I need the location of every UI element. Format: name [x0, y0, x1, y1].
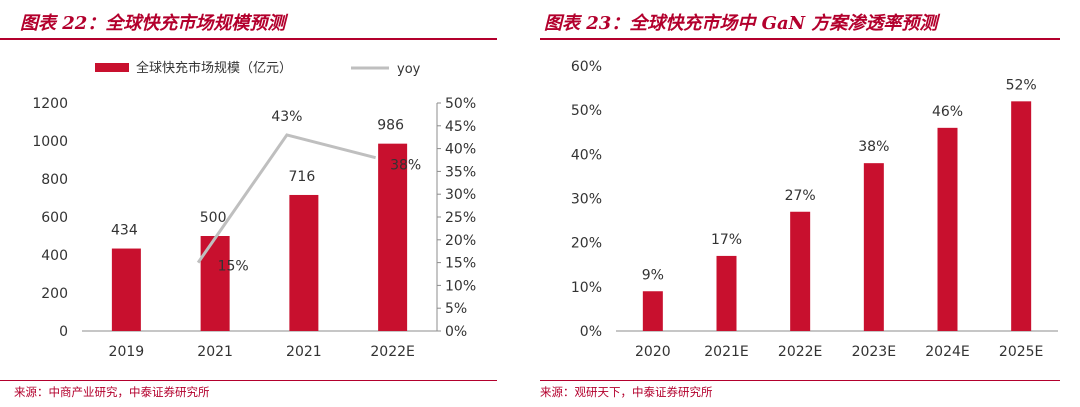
bar-value-label: 52%	[1006, 77, 1037, 93]
x-tick-label: 2022E	[370, 344, 414, 360]
bar	[937, 127, 958, 331]
x-tick-label: 2024E	[925, 344, 969, 360]
y-tick-label: 20%	[571, 236, 602, 252]
gan-penetration-chart: 0% 10% 20% 30% 40% 50% 60% 2020 9% 2021E 17% 2022E 2…	[571, 59, 1058, 360]
y2-tick-label: 0%	[445, 324, 467, 340]
y2-tick-label: 25%	[445, 210, 476, 226]
y-tick-label: 60%	[571, 59, 602, 75]
y2-tick-label: 20%	[445, 233, 476, 249]
x-tick-label: 2023E	[852, 344, 896, 360]
y2-tick-label: 40%	[445, 142, 476, 158]
bar	[642, 291, 663, 331]
y2-tick-label: 45%	[445, 119, 476, 135]
legend-line-label: yoy	[397, 62, 421, 77]
chart-title: 图表 22：全球快充市场规模预测	[20, 13, 286, 34]
bar-value-label: 27%	[785, 188, 816, 204]
x-tick-label: 2021	[197, 344, 233, 360]
bar	[1011, 101, 1032, 331]
x-tick-label: 2022E	[778, 344, 822, 360]
bar	[378, 143, 408, 331]
source-note: 来源：中商产业研究，中泰证券研究所	[14, 385, 210, 399]
y-tick-label: 50%	[571, 103, 602, 119]
footer-rule	[0, 380, 497, 381]
y2-tick-label: 50%	[445, 96, 476, 112]
chart-title: 图表 23：全球快充市场中 GaN 方案渗透率预测	[544, 13, 938, 34]
bar	[716, 255, 737, 331]
legend-bar-swatch	[95, 63, 129, 72]
y-tick-label: 30%	[571, 192, 602, 208]
title-rule	[540, 38, 1060, 40]
bar-value-label: 716	[289, 169, 316, 185]
bar-value-label: 38%	[858, 139, 889, 155]
y-tick-label: 200	[41, 286, 68, 302]
yoy-value-label: 43%	[271, 109, 302, 125]
x-tick-label: 2020	[635, 344, 671, 360]
footer-rule	[540, 380, 1060, 381]
yoy-value-label: 15%	[218, 259, 249, 275]
y2-tick-label: 15%	[445, 256, 476, 272]
y2-tick-label: 10%	[445, 278, 476, 294]
y-tick-label: 40%	[571, 147, 602, 163]
x-tick-label: 2025E	[999, 344, 1043, 360]
x-tick-label: 2019	[109, 344, 145, 360]
bar-value-label: 986	[377, 118, 404, 134]
y-tick-label: 1000	[32, 134, 68, 150]
bar-value-label: 434	[111, 223, 138, 239]
yoy-line	[196, 133, 376, 264]
bar	[863, 163, 884, 331]
bar	[790, 211, 811, 331]
x-tick-label: 2021E	[704, 344, 748, 360]
chart-panel-market-size: 图表 22：全球快充市场规模预测 全球快充市场规模（亿元） yoy 0 200 400 6…	[0, 13, 497, 399]
bar-value-label: 46%	[932, 104, 963, 120]
y2-tick-label: 5%	[445, 301, 467, 317]
chart-panel-gan-penetration: 图表 23：全球快充市场中 GaN 方案渗透率预测 0% 10% 20% 30% 40%…	[540, 0, 1080, 407]
y2-tick-label: 35%	[445, 164, 476, 180]
y-tick-label: 0	[59, 324, 68, 340]
y-tick-label: 800	[41, 172, 68, 188]
y-tick-label: 10%	[571, 280, 602, 296]
yoy-value-label: 38%	[390, 158, 421, 174]
source-note: 来源：观研天下，中泰证券研究所	[540, 385, 713, 399]
y-tick-label: 400	[41, 248, 68, 264]
x-tick-label: 2021	[286, 344, 322, 360]
y2-tick-label: 30%	[445, 187, 476, 203]
legend-bar-label: 全球快充市场规模（亿元）	[136, 60, 292, 76]
bar-value-label: 500	[200, 210, 227, 226]
bar	[289, 194, 319, 331]
bar-value-label: 17%	[711, 232, 742, 248]
y-tick-label: 1200	[32, 96, 68, 112]
bar	[111, 248, 141, 331]
bar-value-label: 9%	[642, 267, 664, 283]
title-rule	[0, 38, 497, 40]
market-size-chart: 全球快充市场规模（亿元） yoy 0 200 400 600 800 1000 1200 0% 5%…	[32, 60, 476, 360]
y-tick-label: 0%	[580, 324, 602, 340]
y-tick-label: 600	[41, 210, 68, 226]
